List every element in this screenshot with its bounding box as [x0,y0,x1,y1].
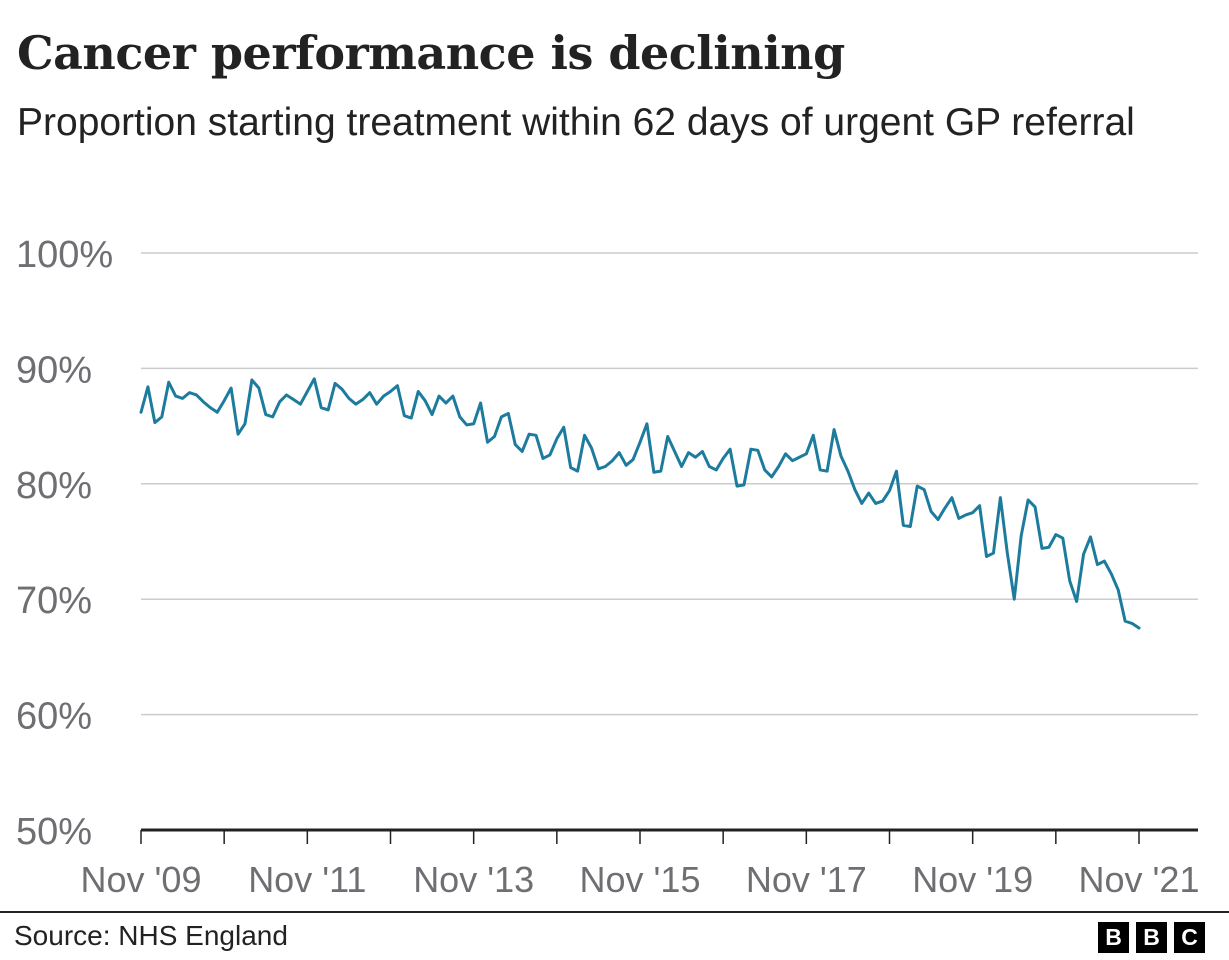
x-tick-label: Nov '19 [912,859,1033,900]
logo-letter-b2: B [1136,922,1167,953]
x-tick-label: Nov '13 [413,859,534,900]
x-axis: Nov '09 Nov '11 Nov '13 Nov '15 Nov '17 Nov '… [81,828,1200,900]
y-tick-label: 70% [16,580,92,622]
y-axis-labels: 50% 60% 70% 80% 90% 100% [16,234,113,853]
line-chart: 50% 60% 70% 80% 90% 100% Nov '09 Nov '11 Nov '1… [16,234,1200,900]
series-line-0 [139,377,1141,630]
y-tick-label: 80% [16,465,92,507]
gridlines [141,252,1198,716]
y-tick-label: 50% [16,811,92,853]
chart-title: Cancer performance is declining [17,26,845,80]
chart-subtitle: Proportion starting treatment within 62 … [17,101,1135,144]
y-tick-label: 60% [16,696,92,738]
source-note: Source: NHS England [14,920,288,951]
y-tick-label: 90% [16,349,92,391]
x-tick-label: Nov '17 [746,859,867,900]
bbc-logo: B B C [1098,922,1205,953]
x-tick-label: Nov '09 [81,859,202,900]
x-tick-label: Nov '21 [1079,859,1200,900]
logo-letter-b1: B [1098,922,1129,953]
y-tick-label: 100% [16,234,113,276]
x-tick-label: Nov '15 [580,859,701,900]
series-layer [139,377,1141,630]
footer-divider [0,911,1229,913]
logo-letter-c: C [1174,922,1205,953]
x-tick-label: Nov '11 [248,859,366,900]
